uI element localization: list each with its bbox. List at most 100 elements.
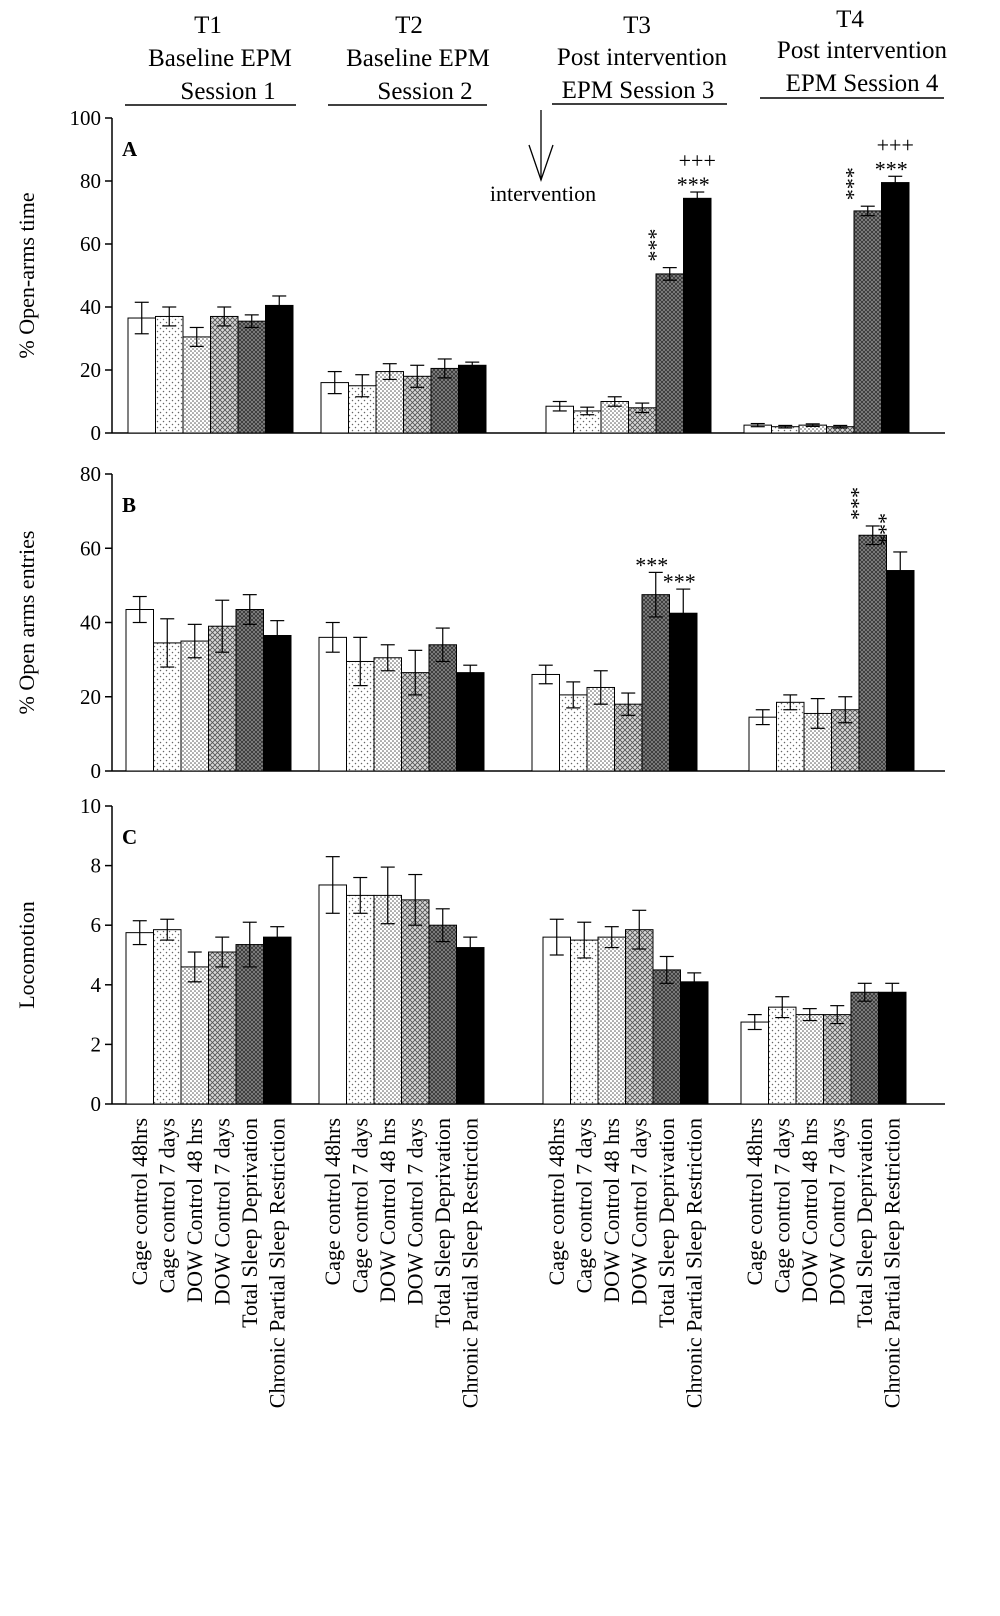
- bar: [373, 657, 402, 772]
- bar: [683, 197, 712, 434]
- y-tick-label: 0: [91, 1092, 102, 1116]
- y-tick-label: 20: [80, 685, 101, 709]
- header-line2: Baseline EPM: [148, 45, 292, 72]
- bar: [458, 364, 487, 434]
- bar: [235, 609, 264, 772]
- intervention-marker: intervention: [490, 110, 596, 206]
- category-label: Total Sleep Deprivation: [237, 1118, 262, 1328]
- bar: [542, 936, 571, 1105]
- category-label: Chronic Partial Sleep Restriction: [879, 1118, 904, 1408]
- bar: [776, 701, 805, 772]
- header-line3: Session 1: [180, 78, 275, 105]
- bar: [456, 947, 485, 1105]
- bar: [641, 594, 670, 772]
- bar: [881, 182, 910, 434]
- y-tick-label: 40: [80, 611, 101, 635]
- panel-label: C: [122, 825, 137, 849]
- bar: [210, 315, 239, 434]
- bar: [430, 367, 459, 434]
- header-line3: EPM Session 4: [786, 70, 939, 97]
- category-label: Chronic Partial Sleep Restriction: [681, 1118, 706, 1408]
- header-line2: Baseline EPM: [346, 45, 490, 72]
- y-tick-label: 60: [80, 536, 101, 560]
- significance-mark: ***: [875, 156, 908, 181]
- header-line2: Post intervention: [777, 37, 948, 64]
- bar: [127, 317, 156, 434]
- category-label: DOW Control 7 days: [824, 1118, 849, 1305]
- bar: [208, 625, 237, 772]
- bar: [428, 924, 457, 1105]
- y-axis-label: Locomotion: [14, 901, 39, 1009]
- bar: [878, 991, 907, 1105]
- significance-mark: ***: [635, 552, 668, 577]
- category-axis-labels: Cage control 48hrs Cage control 7 days DOW…: [127, 1118, 905, 1408]
- bar: [428, 644, 457, 772]
- category-label: Cage control 7 days: [347, 1118, 372, 1293]
- bar: [740, 1021, 769, 1105]
- bar: [456, 672, 485, 772]
- category-label: DOW Control 7 days: [626, 1118, 651, 1305]
- significance-mark: ***: [841, 167, 866, 200]
- bar: [652, 969, 681, 1105]
- category-label: Total Sleep Deprivation: [430, 1118, 455, 1328]
- y-tick-label: 0: [91, 421, 102, 445]
- y-tick-label: 4: [91, 973, 102, 997]
- y-tick-label: 100: [70, 106, 102, 130]
- bar: [125, 609, 154, 772]
- bar: [570, 939, 599, 1105]
- header-line1: T2: [395, 12, 423, 39]
- intervention-arrowhead: [528, 144, 554, 183]
- category-label: DOW Control 7 days: [402, 1118, 427, 1305]
- category-label: Cage control 7 days: [571, 1118, 596, 1293]
- bar: [125, 932, 154, 1105]
- bar: [180, 640, 209, 772]
- bar: [182, 336, 211, 434]
- category-label: Cage control 48hrs: [320, 1118, 345, 1285]
- bar: [235, 944, 264, 1105]
- bar: [680, 981, 709, 1105]
- category-label: Total Sleep Deprivation: [654, 1118, 679, 1328]
- session-header-t3: T3 Post intervention EPM Session 3: [552, 12, 728, 105]
- session-header-t2: T2 Baseline EPM Session 2: [328, 12, 490, 106]
- y-tick-label: 2: [91, 1032, 102, 1056]
- y-tick-label: 6: [91, 913, 102, 937]
- intervention-label: intervention: [490, 181, 596, 206]
- significance-mark: ***: [663, 569, 696, 594]
- y-axis-label: % Open-arms time: [14, 192, 39, 358]
- bar: [318, 636, 347, 772]
- bar: [373, 894, 402, 1105]
- category-label: DOW Control 48 hrs: [599, 1118, 624, 1303]
- bar: [768, 1006, 797, 1105]
- bar: [531, 673, 560, 772]
- header-line1: T4: [836, 6, 864, 33]
- category-label: DOW Control 48 hrs: [182, 1118, 207, 1303]
- header-line3: Session 2: [377, 78, 472, 105]
- bar: [375, 371, 404, 434]
- bar: [655, 273, 684, 434]
- category-label: Cage control 48hrs: [742, 1118, 767, 1285]
- bar: [748, 716, 777, 772]
- header-line2: Post intervention: [557, 44, 728, 71]
- y-tick-label: 8: [91, 854, 102, 878]
- bar: [208, 951, 237, 1105]
- significance-mark: ***: [677, 172, 710, 197]
- category-label: DOW Control 48 hrs: [375, 1118, 400, 1303]
- y-tick-label: 80: [80, 462, 101, 486]
- bar: [886, 570, 915, 772]
- header-line1: T1: [194, 12, 222, 39]
- bar: [853, 210, 882, 434]
- bar: [401, 899, 430, 1105]
- significance-mark: +++: [877, 132, 914, 157]
- bar: [669, 612, 698, 772]
- category-label: Cage control 7 days: [154, 1118, 179, 1293]
- header-line1: T3: [623, 12, 651, 39]
- bar: [237, 320, 266, 434]
- session-header-t4: T4 Post intervention EPM Session 4: [760, 6, 948, 99]
- panel-label: A: [122, 137, 138, 161]
- bar: [597, 936, 626, 1105]
- significance-mark: +++: [679, 148, 716, 173]
